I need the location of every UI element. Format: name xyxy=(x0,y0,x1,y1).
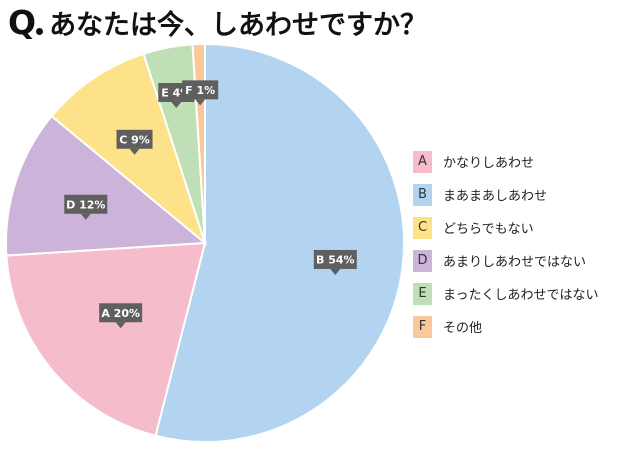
slice-tag-pointer xyxy=(115,322,126,329)
legend-swatch: A xyxy=(413,150,432,173)
legend-label: かなりしあわせ xyxy=(443,156,535,171)
question-dot xyxy=(36,27,44,35)
legend-label: その他 xyxy=(443,321,483,336)
legend-item-d: D あまりしあわせではない xyxy=(413,244,598,277)
slice-tag-a: A 20% xyxy=(99,303,143,329)
slice-tag-b: B 54% xyxy=(313,249,357,275)
slice-tag-c: C 9% xyxy=(116,129,153,155)
slice-tag-f: F 1% xyxy=(182,80,219,106)
legend-swatch: E xyxy=(413,282,432,305)
legend-swatch: B xyxy=(413,183,432,206)
slice-tag-box xyxy=(182,80,219,100)
legend-item-b: B まあまあしあわせ xyxy=(413,178,598,211)
slice-tag-box xyxy=(99,303,143,323)
slice-tag-pointer xyxy=(330,268,341,275)
page-title: Q あなたは今、しあわせですか？ xyxy=(8,2,427,42)
legend-label: どちらでもない xyxy=(443,222,534,237)
pie-slices xyxy=(5,42,405,443)
legend-label: あまりしあわせではない xyxy=(443,255,587,270)
slice-tag-text: C 9% xyxy=(119,133,150,146)
question-mark-prefix: Q xyxy=(8,2,36,42)
pie-slice-b xyxy=(154,42,405,443)
slice-labels: B 54%A 20%D 12%C 9%E 4%F 1% xyxy=(64,80,357,329)
legend-item-e: E まったくしあわせではない xyxy=(413,277,598,310)
legend-label: まったくしあわせではない xyxy=(443,288,599,303)
slice-tag-text: D 12% xyxy=(66,198,105,211)
pie-slice-d xyxy=(5,114,208,257)
slice-tag-text: F 1% xyxy=(185,84,215,97)
pie-slice-a xyxy=(5,241,207,437)
slice-tag-pointer xyxy=(195,99,206,106)
legend-label: まあまあしあわせ xyxy=(443,189,548,204)
slice-tag-text: B 54% xyxy=(316,253,355,266)
question-text: あなたは今、しあわせですか？ xyxy=(49,9,428,41)
legend: A かなりしあわせ B まあまあしあわせ C どちらでもない D あまりしあわせではない E まっ… xyxy=(413,145,598,343)
slice-tag-box xyxy=(64,194,108,214)
slice-tag-pointer xyxy=(129,148,140,155)
slice-tag-text: A 20% xyxy=(101,307,140,320)
slice-tag-box xyxy=(116,129,153,149)
legend-item-f: F その他 xyxy=(413,310,598,343)
legend-item-a: A かなりしあわせ xyxy=(413,145,598,178)
slice-tag-box xyxy=(313,249,357,269)
legend-swatch: F xyxy=(413,315,432,338)
legend-swatch: C xyxy=(413,216,432,239)
slice-tag-pointer xyxy=(171,101,182,108)
slice-tag-pointer xyxy=(80,213,91,220)
legend-item-c: C どちらでもない xyxy=(413,211,598,244)
legend-swatch: D xyxy=(413,249,432,272)
slice-tag-d: D 12% xyxy=(64,194,108,220)
